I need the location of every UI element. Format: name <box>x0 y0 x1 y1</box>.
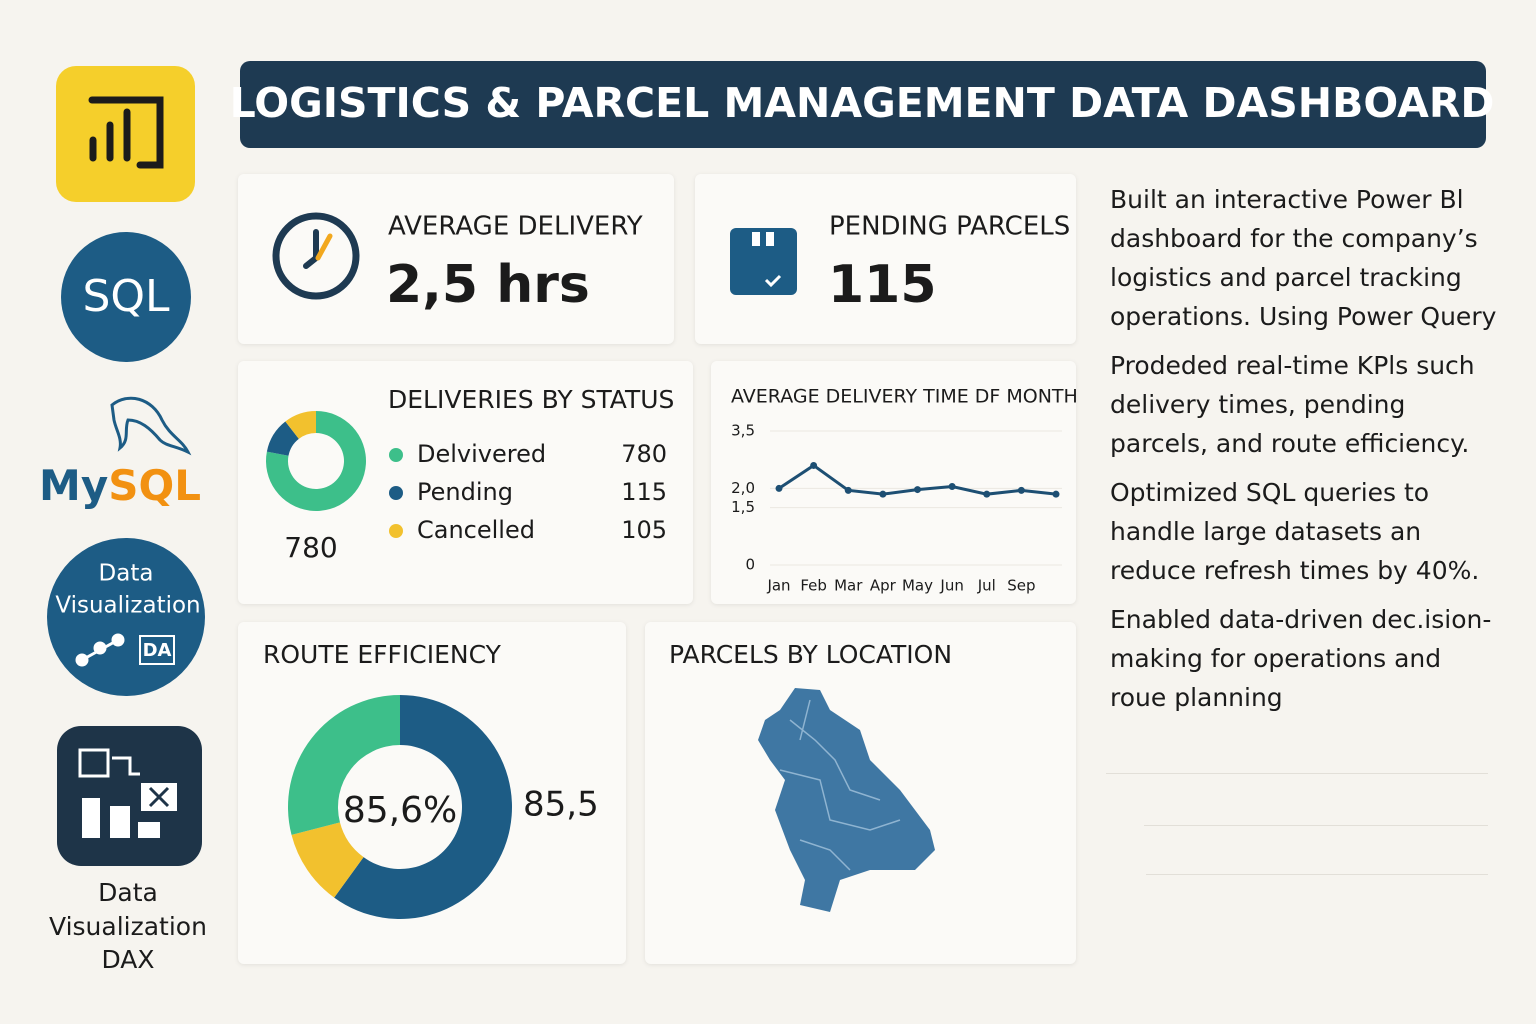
panel <box>238 361 693 604</box>
line-point <box>879 490 887 498</box>
donut-segment <box>291 822 364 898</box>
donut-segment <box>334 695 513 920</box>
panel <box>238 174 674 344</box>
kpi-value: 115 <box>828 255 937 315</box>
powerbi-glyph <box>88 96 164 169</box>
donut-segment <box>285 411 316 439</box>
panel <box>711 361 1076 604</box>
parcel-icon <box>730 228 797 295</box>
dax-glyph <box>78 748 179 838</box>
kpi-label: AVERAGE DELIVERY <box>388 212 643 242</box>
mysql-prefix: My <box>39 461 108 510</box>
donut-segment <box>266 411 366 512</box>
sql-label: SQL <box>82 271 170 322</box>
description: Built an interactive Power Bl dashboard … <box>1110 180 1505 727</box>
x-tick-label: Feb <box>800 577 827 595</box>
description-paragraph: Optimized SQL queries to handle large da… <box>1110 478 1480 585</box>
dataviz-label: Visualization <box>55 593 200 619</box>
x-tick-label: Apr <box>870 577 897 595</box>
legend-swatch <box>389 448 403 462</box>
line-point <box>810 461 818 469</box>
dax-icon <box>57 726 202 866</box>
y-tick-label: 2,0 <box>731 479 755 497</box>
sql-icon <box>61 232 191 362</box>
line-point <box>914 486 921 494</box>
x-tick-label: Jul <box>977 577 996 595</box>
line-point <box>983 490 991 498</box>
dataviz-glyph <box>75 633 125 667</box>
legend-value: 780 <box>621 440 667 468</box>
description-paragraph: Enabled data-driven dec.ision-making for… <box>1110 605 1492 712</box>
dataviz-badge: DA <box>143 640 172 661</box>
donut-segment <box>288 695 400 835</box>
chart-title: ROUTE EFFICIENCY <box>263 640 502 669</box>
legend-value: 105 <box>621 516 667 544</box>
mysql-dolphin <box>110 396 192 456</box>
legend-swatch <box>389 486 403 500</box>
line-point <box>844 486 852 494</box>
divider <box>1106 773 1488 774</box>
legend-value: 115 <box>621 478 667 506</box>
description-paragraph: Prodeded real-time KPls such delivery ti… <box>1110 351 1475 458</box>
region-map <box>758 688 935 912</box>
map-borders <box>779 699 901 871</box>
line-point <box>1017 486 1025 494</box>
header-bar <box>240 61 1486 148</box>
x-tick-label: Jan <box>766 577 790 595</box>
divider <box>1146 874 1488 875</box>
y-tick-label: 3,5 <box>731 422 755 440</box>
line-point <box>775 484 783 492</box>
caption-line: DAX <box>101 945 154 974</box>
chart-title: AVERAGE DELIVERY TIME DF MONTH <box>731 386 1078 408</box>
mysql-label: MySQL <box>39 461 201 510</box>
kpi-value: 2,5 hrs <box>386 255 590 315</box>
center-value: 780 <box>284 531 337 564</box>
caption-line: Data <box>98 878 158 907</box>
dataviz-label: Data <box>99 561 154 587</box>
description-paragraph: Built an interactive Power Bl dashboard … <box>1110 185 1497 331</box>
header-title: LOGISTICS & PARCEL MANAGEMENT DATA DASHB… <box>230 79 1495 127</box>
line-point <box>1052 490 1060 498</box>
center-label: 85,6% <box>343 790 457 831</box>
kpi-label: PENDING PARCELS <box>829 212 1070 242</box>
legend-label: Pending <box>417 478 513 506</box>
dataviz-badge-box <box>139 635 175 665</box>
x-tick-label: Sep <box>1007 577 1035 595</box>
legend-label: Delvivered <box>417 440 546 468</box>
panel <box>695 174 1076 344</box>
legend-swatch <box>389 524 403 538</box>
chart-title: DELIVERIES BY STATUS <box>388 385 674 414</box>
y-tick-label: 0 <box>745 556 755 574</box>
clock-icon <box>272 212 360 300</box>
x-tick-label: Jun <box>939 577 963 595</box>
x-tick-label: Mar <box>834 577 863 595</box>
divider <box>1144 825 1488 826</box>
mysql-suffix: SQL <box>108 461 201 510</box>
donut-segment <box>266 421 299 456</box>
y-tick-label: 1,5 <box>731 498 755 516</box>
chart-title: PARCELS BY LOCATION <box>669 640 952 669</box>
caption-line: Visualization <box>49 912 207 941</box>
line-point <box>948 483 956 491</box>
legend-label: Cancelled <box>417 516 535 544</box>
side-label: 85,5 <box>523 785 599 825</box>
x-tick-label: May <box>902 577 933 595</box>
